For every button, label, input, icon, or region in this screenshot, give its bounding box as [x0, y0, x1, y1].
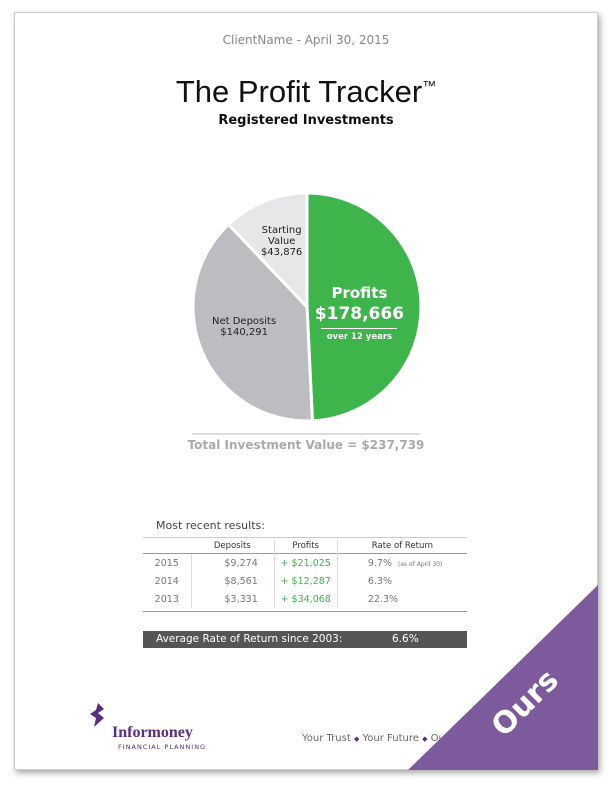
cell: $3,331	[191, 590, 275, 608]
logo-tagline: FINANCIAL PLANNING	[118, 743, 207, 751]
slice-value: $140,291	[220, 326, 268, 338]
cell: + $34,068	[274, 590, 338, 608]
cell-text: 2015	[154, 557, 179, 569]
client-line: ClientName - April 30, 2015	[222, 33, 390, 47]
cell-text: 2014	[154, 575, 179, 587]
column-header: Rate of Return	[371, 540, 434, 551]
cell	[143, 539, 191, 553]
table-bottom	[143, 611, 467, 612]
rule	[143, 552, 467, 554]
cell-text: 2013	[154, 593, 179, 605]
table-caption: Most recent results:	[156, 519, 265, 532]
logo-icon	[90, 703, 104, 727]
separator: ◆	[353, 735, 360, 743]
slice-name: Starting Value	[261, 225, 302, 248]
slice-label: Net Deposits $140,291	[199, 316, 289, 338]
cell-text: 9.7%	[367, 557, 392, 569]
slice-label: Profits $178,666 over 12 years	[314, 284, 404, 342]
pie-slice	[226, 191, 309, 311]
cell: $8,561	[191, 572, 275, 590]
footer-item: Our Commitment	[430, 733, 518, 744]
logo-name: Informoney	[112, 724, 193, 741]
average-label: Average Rate of Return since 2003:	[156, 633, 343, 645]
rule-row	[143, 552, 467, 554]
cell-text: 22.3%	[367, 593, 399, 605]
results-table: Deposits Profits Rate of Return 2015 $9,274 +…	[143, 539, 467, 608]
cell: 2014	[143, 572, 192, 590]
column-header: Profits	[274, 539, 338, 553]
data-row: 2015 $9,274 + $21,025 9.7% (as of April 30)	[143, 554, 467, 572]
cell-text: 6.3%	[367, 575, 392, 587]
pie-slice	[305, 191, 423, 423]
title-wrap: The Profit Tracker™	[0, 74, 612, 110]
cell-text: + $12,287	[280, 575, 331, 587]
slice-label: Starting Value $43,876	[237, 225, 327, 258]
cell: $9,274	[191, 554, 275, 572]
cell-text: $8,561	[224, 575, 258, 587]
cell: 9.7% (as of April 30)	[337, 554, 467, 572]
title: The Profit Tracker	[175, 74, 423, 109]
trademark: ™	[422, 77, 437, 94]
cell: + $12,287	[274, 572, 338, 590]
cell-text: $9,274	[224, 557, 258, 569]
slice-name: Profits	[331, 283, 388, 302]
slice-value: $43,876	[260, 247, 303, 259]
annotation: over 12 years	[321, 327, 398, 342]
cell-text: + $21,025	[280, 557, 331, 569]
cell: 22.3%	[337, 590, 467, 608]
separator: ◆	[422, 735, 428, 743]
cell: + $21,025	[274, 554, 338, 572]
data-row: 2013 $3,331 + $34,068 22.3%	[143, 590, 467, 608]
cell-text: + $34,068	[280, 593, 331, 605]
data-row: 2014 $8,561 + $12,287 6.3%	[143, 572, 467, 590]
header-row: Deposits Profits Rate of Return	[143, 539, 467, 553]
footer-item: Your Trust	[302, 733, 351, 744]
footer-item: Your Future	[362, 733, 419, 744]
table-top	[143, 537, 467, 538]
slice-name: Net Deposits	[212, 315, 277, 327]
pie-slice	[191, 222, 314, 423]
average-bar: Average Rate of Return since 2003: 6.6%	[143, 631, 467, 648]
footer: Your Trust ◆ Your Future ◆ Our Commitmen…	[302, 733, 518, 744]
total: Total Investment Value = $237,739	[187, 438, 425, 452]
slice-value: $178,666	[314, 303, 405, 324]
column-header: Deposits	[191, 539, 275, 553]
cell: 6.3%	[337, 572, 467, 590]
average-value: 6.6%	[392, 633, 419, 645]
note: (as of April 30)	[397, 560, 443, 568]
cell-text: $3,331	[224, 593, 258, 605]
cell: 2015	[143, 554, 192, 572]
subtitle: Registered Investments	[218, 113, 394, 128]
cell: 2013	[143, 590, 192, 608]
